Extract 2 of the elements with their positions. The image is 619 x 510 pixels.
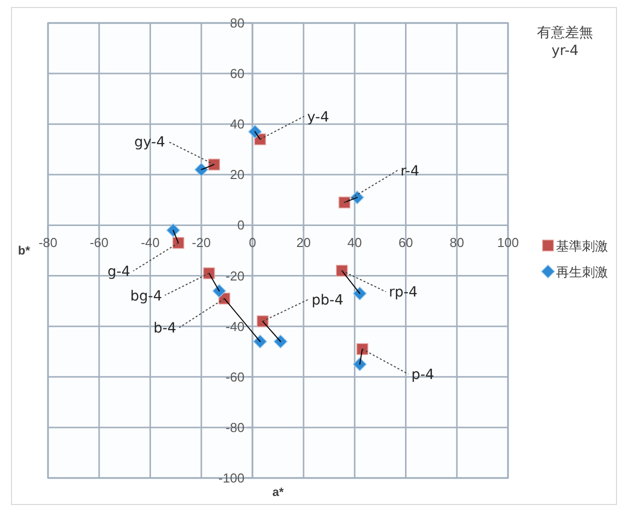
subtitle: yr-4	[551, 43, 579, 59]
title: 有意差無	[537, 25, 593, 41]
